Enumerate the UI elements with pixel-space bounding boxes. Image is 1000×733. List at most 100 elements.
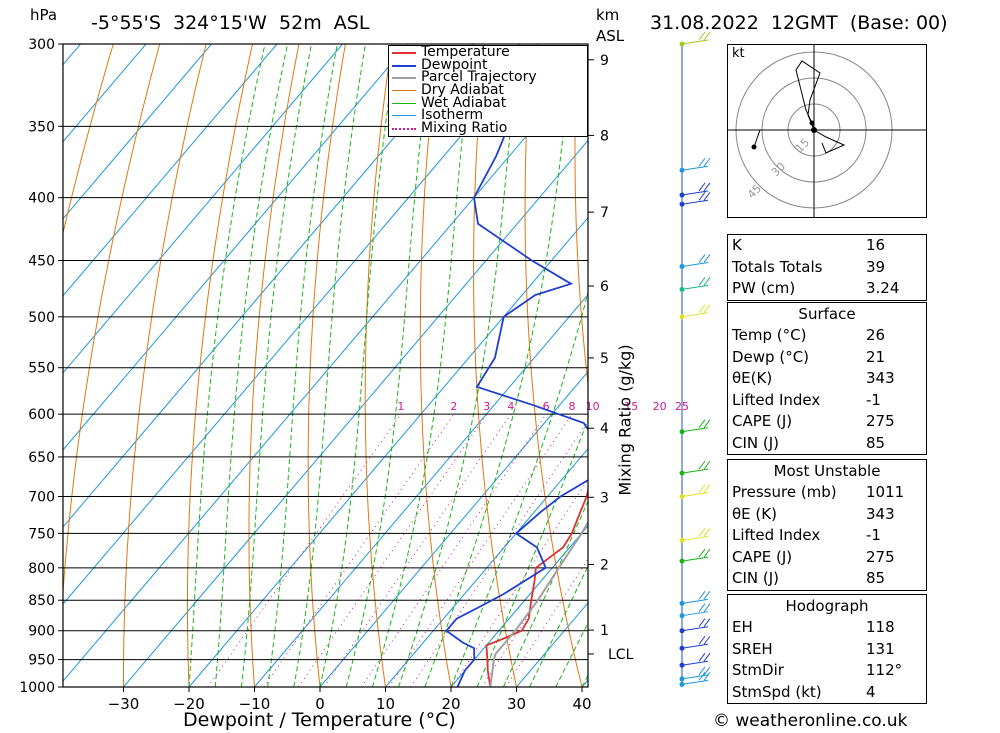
surface-row: θE(K) 343 [728,368,926,390]
dry-adiabat-line [123,44,207,687]
parcel-trajectory [489,520,588,687]
temperature-profile [485,486,588,687]
wet-adiabat-line [267,44,338,687]
hodo-stats-title: Hodograph [785,597,869,615]
wind-barb [681,419,711,433]
mu-row: CAPE (J) 275 [728,547,926,569]
mu-label: CAPE (J) [732,547,793,566]
hodo-label-30: 30 [769,160,788,179]
hodo-stat-label: StmDir [732,661,784,679]
mu-row: θE (K) 343 [728,504,926,526]
wet-adiabat-line [293,44,366,687]
wet-adiabat-line [398,44,520,687]
wind-barb [681,304,711,318]
x-axis-title: Dewpoint / Temperature (°C) [183,709,456,731]
dry-adiabat-line [63,44,114,236]
surface-row: CIN (J) 85 [728,433,926,455]
km-tick-label: 5 [600,351,609,367]
surface-table: Surface Temp (°C) 26 Dewp (°C) 21 θE(K) 343… [727,302,927,455]
dry-adiabat-line [248,44,300,687]
wind-barb [681,666,711,680]
mu-value: -1 [866,526,881,544]
x-tick-label: 0 [315,695,325,713]
wind-barb [681,31,711,45]
dry-adiabat-line [574,44,588,389]
wind-barb [681,603,711,617]
wind-barb [681,157,711,171]
km-tick-label: 9 [600,53,609,69]
km-tick-label: 6 [600,279,609,295]
mixing-ratio-line [263,413,455,687]
hodograph-unit: kt [732,46,745,61]
mu-label: CIN (J) [732,569,780,587]
isotherm-line [123,139,588,687]
wet-adiabat-line [529,564,588,687]
dry-adiabat-line [995,44,1000,687]
pressure-tick-label: 950 [28,653,55,669]
wet-adiabat-line [240,44,312,687]
wind-barb [681,548,711,562]
isotherm-line [0,44,15,687]
isotherm-line [63,44,278,297]
surface-value: 85 [866,433,886,452]
mu-row: CIN (J) 85 [728,568,926,590]
surface-value: 275 [866,412,895,430]
pressure-tick-label: 500 [28,310,55,326]
legend-dry: Dry Adiabat [389,83,587,97]
wind-barb [681,618,711,632]
hodo-center-dot [811,127,817,133]
credit-link[interactable]: © weatheronline.co.uk [713,711,908,731]
most-unstable-title: Most Unstable [773,462,881,480]
legend-dewpoint-label: Dewpoint [421,56,488,73]
hodograph: kt 15 30 45 [727,44,927,218]
location-title: -5°55'S 324°15'W 52m ASL [91,12,370,34]
pressure-tick-label: 350 [28,119,55,135]
lcl-label: LCL [608,647,634,663]
surface-row: Dewp (°C) 21 [728,347,926,369]
hodo-trace [795,60,846,154]
wind-barb [681,484,711,498]
legend-isotherm-label: Isotherm [421,107,484,124]
hodo-row: SREH 131 [728,639,926,661]
surface-label: CAPE (J) [732,412,793,430]
hodo-stat-label: SREH [732,639,773,658]
wind-barb [681,460,711,474]
x-tick-label: −10 [239,695,271,713]
isotherm-line [63,44,540,605]
mixing-ratio-line [410,420,588,687]
mixing-ratio-line [360,413,547,687]
dewpoint-profile [445,44,588,687]
pressure-tick-label: 650 [28,450,55,466]
index-row: K 16 [728,235,926,257]
surface-title: Surface [798,305,856,323]
hodograph-plot: 15 30 45 [728,45,926,217]
pressure-tick-label: 900 [28,624,55,640]
mixing-ratio-label: 3 [483,400,490,413]
mu-value: 1011 [866,483,905,501]
indices-table: K 16 Totals Totals 39 PW (cm) 3.24 [727,234,927,301]
legend-parcel-label: Parcel Trajectory [421,69,537,86]
dry-adiabat-line [307,44,346,687]
wet-adiabat-line [345,44,433,687]
surface-row: CAPE (J) 275 [728,411,926,433]
wet-adiabat-line [502,499,588,687]
x-tick-label: 10 [376,695,395,713]
mu-label: θE (K) [732,504,777,523]
pressure-tick-label: 750 [28,526,55,542]
x-tick-label: 20 [441,695,460,713]
legend-isotherm: Isotherm [389,107,587,124]
mixing-ratio-label: 10 [586,400,600,413]
surface-label: Lifted Index [732,390,821,409]
surface-value: 26 [866,326,886,344]
legend: Temperature Dewpoint Parcel Trajectory D… [388,45,588,137]
hodograph-stats-table: Hodograph EH 118 SREH 131 StmDir 112° StmSp… [727,594,927,704]
mixing-ratio-label: 4 [507,400,514,413]
mixing-ratio-label: 8 [569,400,576,413]
dry-adiabat-line [949,44,1000,687]
dry-adiabat-line [419,44,452,687]
hodo-stat-label: EH [732,618,753,636]
mixing-ratio-line [451,478,588,687]
x-tick-label: 30 [507,695,526,713]
mu-value: 343 [866,504,895,523]
pressure-tick-label: 400 [28,191,55,207]
